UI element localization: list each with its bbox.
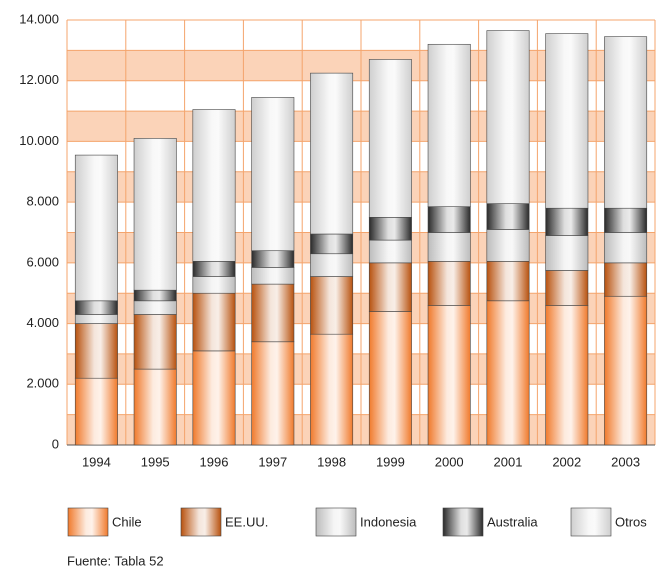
bar-segment	[133, 314, 177, 370]
bar-segment	[604, 295, 648, 446]
y-tick-label: 6.000	[26, 254, 59, 269]
bar-segment	[133, 300, 177, 315]
y-tick-label: 2.000	[26, 376, 59, 391]
legend-swatch	[442, 507, 484, 537]
x-tick-label: 1999	[376, 454, 405, 469]
x-tick-label: 1995	[141, 454, 170, 469]
legend-label: Otros	[615, 514, 647, 529]
y-tick-label: 14.000	[19, 11, 59, 26]
bar-segment	[192, 292, 236, 352]
bar-segment	[486, 300, 530, 446]
bar-segment	[486, 203, 530, 230]
bar-segment	[604, 232, 648, 264]
x-tick-label: 2002	[552, 454, 581, 469]
bar-segment	[427, 232, 471, 262]
legend-label: EE.UU.	[225, 514, 268, 529]
bar-segment	[310, 253, 354, 277]
x-tick-label: 1998	[317, 454, 346, 469]
bar-segment	[310, 276, 354, 335]
bar-segment	[545, 33, 589, 209]
bar-segment	[368, 311, 412, 446]
y-tick-label: 0	[52, 436, 59, 451]
bar-segment	[133, 368, 177, 446]
bar-segment	[133, 138, 177, 291]
bar-segment	[486, 30, 530, 204]
bar-segment	[74, 300, 118, 315]
x-tick-label: 2003	[611, 454, 640, 469]
bar-segment	[604, 36, 648, 209]
bar-segment	[427, 206, 471, 233]
bar-segment	[427, 43, 471, 207]
legend-swatch	[180, 507, 222, 537]
bar-segment	[192, 109, 236, 262]
bar-segment	[545, 305, 589, 446]
bar-segment	[74, 154, 118, 302]
bar-segment	[74, 314, 118, 324]
bar-segment	[251, 97, 295, 252]
bar-segment	[310, 233, 354, 255]
bar-segment	[486, 261, 530, 302]
bar-segment	[310, 333, 354, 446]
source-note: Fuente: Tabla 52	[67, 553, 164, 568]
bar-segment	[310, 72, 354, 235]
bar-segment	[545, 270, 589, 306]
x-tick-label: 1997	[258, 454, 287, 469]
y-tick-label: 4.000	[26, 315, 59, 330]
bar-segment	[604, 207, 648, 233]
legend-label: Chile	[112, 514, 142, 529]
bar-segment	[368, 239, 412, 264]
bar-segment	[251, 250, 295, 268]
legend-swatch	[315, 507, 357, 537]
bar-segment	[368, 217, 412, 241]
bar-segment	[545, 235, 589, 271]
bar-segment	[133, 289, 177, 302]
bar-segment	[427, 261, 471, 306]
bar-segment	[486, 229, 530, 262]
bar-segment	[368, 262, 412, 312]
x-tick-label: 2001	[494, 454, 523, 469]
bar-segment	[427, 305, 471, 446]
bar-segment	[192, 350, 236, 446]
legend-label: Australia	[487, 514, 538, 529]
x-tick-label: 2000	[435, 454, 464, 469]
legend-label: Indonesia	[360, 514, 417, 529]
bar-segment	[74, 323, 118, 379]
bar-segment	[192, 276, 236, 294]
bar-segment	[192, 261, 236, 277]
y-tick-label: 8.000	[26, 194, 59, 209]
legend-swatch	[67, 507, 109, 537]
bar-segment	[251, 267, 295, 285]
y-tick-label: 12.000	[19, 72, 59, 87]
bar-segment	[251, 283, 295, 343]
legend-swatch	[570, 507, 612, 537]
bar-segment	[604, 262, 648, 297]
x-tick-label: 1994	[82, 454, 111, 469]
bar-segment	[251, 341, 295, 446]
x-tick-label: 1996	[200, 454, 229, 469]
bar-segment	[74, 377, 118, 446]
y-tick-label: 10.000	[19, 133, 59, 148]
bar-segment	[368, 59, 412, 218]
bar-segment	[545, 207, 589, 236]
